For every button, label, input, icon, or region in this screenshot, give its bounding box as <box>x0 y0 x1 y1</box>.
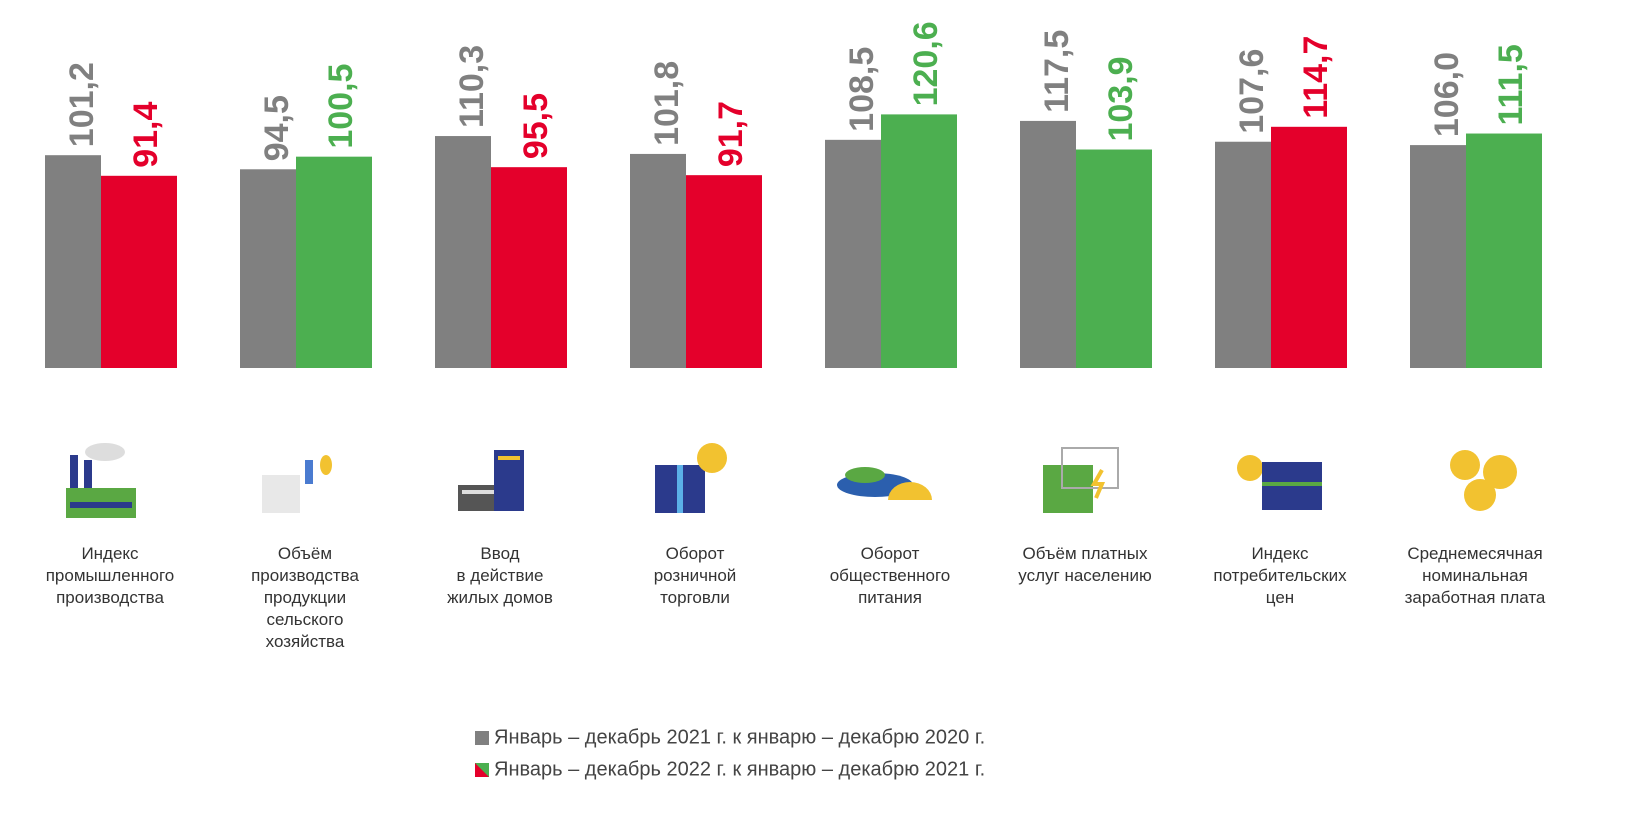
value-label: 101,2 <box>63 62 101 147</box>
category-label: Индекс промышленного производства <box>45 544 175 607</box>
legend-label: Январь – декабрь 2021 г. к январю – дека… <box>494 726 985 748</box>
bar <box>491 167 567 368</box>
bar <box>435 136 491 368</box>
value-label: 100,5 <box>322 64 360 149</box>
bar <box>45 155 101 368</box>
value-label: 120,6 <box>907 21 945 106</box>
category-label: Оборот розничной торговли <box>653 544 737 607</box>
icon-farm <box>262 455 332 513</box>
bar <box>686 175 762 368</box>
value-label: 91,7 <box>712 101 750 167</box>
bar <box>825 139 881 368</box>
value-label: 114,7 <box>1297 36 1335 119</box>
value-label: 111,5 <box>1492 44 1530 125</box>
value-label: 107,6 <box>1233 49 1271 134</box>
legend-swatch <box>475 763 489 777</box>
icon-salary <box>1450 450 1517 511</box>
category-label: Ввод в действие жилых домов <box>447 544 553 607</box>
bar <box>881 114 957 368</box>
legend-label: Январь – декабрь 2022 г. к январю – дека… <box>494 758 985 780</box>
value-label: 103,9 <box>1102 56 1140 141</box>
bar <box>296 156 372 368</box>
value-label: 117,5 <box>1038 30 1076 113</box>
value-label: 108,5 <box>843 47 881 132</box>
bar <box>101 175 177 368</box>
icons <box>66 443 1517 518</box>
category-label: Оборот общественного питания <box>829 544 951 607</box>
bar <box>1076 149 1152 368</box>
icon-food <box>837 467 932 500</box>
icon-building <box>458 450 524 511</box>
value-label: 110,3 <box>453 45 491 128</box>
category-label: Объём производства продукции сельского х… <box>251 544 359 651</box>
value-label: 101,8 <box>648 61 686 146</box>
bar <box>1271 126 1347 369</box>
value-label: 95,5 <box>517 93 555 159</box>
bar <box>1020 120 1076 369</box>
value-label: 106,0 <box>1428 52 1466 137</box>
category-label: Индекс потребительских цен <box>1213 544 1347 607</box>
bar <box>1215 141 1271 368</box>
category-label: Среднемесячная номинальная заработная пл… <box>1404 544 1546 607</box>
category-label: Объём платных услуг населению <box>1018 544 1152 585</box>
icon-cpi <box>1237 455 1322 510</box>
legend-swatch <box>475 731 489 745</box>
value-label: 91,4 <box>127 102 165 168</box>
bar <box>240 169 296 368</box>
icon-services <box>1043 447 1119 513</box>
icon-retail <box>655 443 727 513</box>
bar <box>630 153 686 368</box>
bar <box>1410 145 1466 368</box>
value-label: 94,5 <box>258 95 296 161</box>
bar <box>1466 133 1542 368</box>
icon-factory <box>66 443 136 518</box>
